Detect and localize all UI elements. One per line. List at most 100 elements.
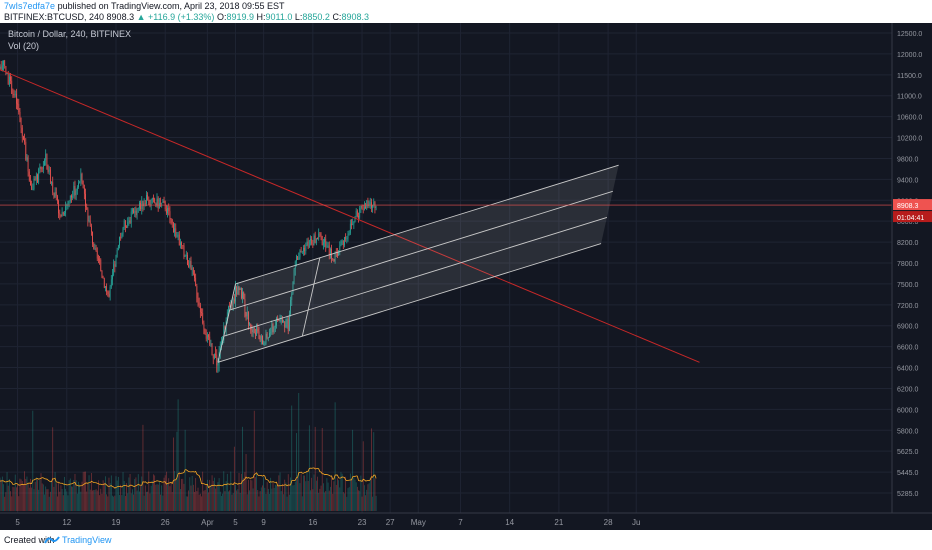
volume-bar — [164, 475, 166, 511]
price-tick-label: 6400.0 — [897, 366, 919, 373]
volume-bar — [74, 473, 76, 511]
author-link[interactable]: 7wIs7edfa7e — [4, 1, 56, 11]
volume-bar — [101, 493, 103, 511]
candle-body — [250, 323, 252, 331]
volume-bar — [327, 482, 329, 511]
candle-body — [181, 242, 182, 246]
volume-bar — [155, 484, 157, 511]
volume-bar — [52, 427, 54, 511]
candle-body — [27, 157, 29, 172]
candle-body — [317, 238, 318, 240]
candle-body — [243, 292, 245, 300]
candle-body — [83, 188, 85, 194]
candle-body — [298, 257, 300, 260]
price-tick-label: 9800.0 — [897, 156, 919, 163]
candle-body — [168, 207, 170, 212]
volume-bar — [289, 494, 290, 511]
volume-bar — [335, 484, 337, 511]
candle-body — [35, 174, 37, 180]
volume-bar — [256, 474, 257, 511]
tradingview-logo-icon[interactable] — [44, 534, 60, 548]
high-label: H: — [256, 12, 266, 22]
candle-body — [79, 182, 81, 184]
volume-bar — [284, 479, 286, 511]
volume-bar — [285, 482, 287, 511]
volume-bar — [158, 481, 160, 511]
candle-body — [61, 212, 63, 217]
candle-body — [146, 195, 147, 204]
price-chart[interactable]: 12500.0 12000.0 11500.0 11000.0 10600.0 10200… — [0, 23, 932, 530]
volume-bar — [124, 495, 126, 511]
candle-body — [80, 173, 82, 183]
volume-bar — [294, 481, 296, 511]
candle-body — [242, 292, 243, 298]
volume-bar — [30, 478, 31, 511]
candle-body — [52, 182, 54, 193]
candle-body — [265, 333, 267, 344]
candle-body — [280, 319, 282, 321]
candle-body — [237, 286, 239, 295]
candle-body — [257, 328, 259, 332]
volume-bar — [178, 471, 180, 511]
volume-bar — [312, 489, 314, 511]
channel-line — [223, 217, 608, 337]
candle-body — [106, 286, 108, 292]
volume-bar — [71, 486, 72, 511]
candle-body — [325, 238, 327, 247]
candle-body — [318, 233, 320, 240]
candle-body — [42, 165, 44, 170]
volume-bar — [211, 475, 213, 511]
volume-bar — [204, 489, 206, 511]
candle-body — [212, 355, 214, 359]
volume-bar — [369, 478, 371, 511]
volume-bar — [332, 493, 334, 511]
candle-body — [276, 318, 277, 326]
price-tick-label: 11500.0 — [897, 73, 922, 80]
time-tick-label: 5 — [233, 518, 238, 527]
volume-bar — [226, 473, 228, 511]
volume-bar — [354, 479, 356, 511]
volume-bar — [110, 475, 112, 511]
volume-bar — [351, 479, 352, 511]
symbol-label: BITFINEX:BTCUSD, 240 — [4, 12, 105, 22]
volume-bar — [352, 429, 354, 511]
candle-body — [189, 260, 191, 268]
price-axis[interactable]: 12500.0 12000.0 11500.0 11000.0 10600.0 10200… — [891, 23, 932, 513]
candle-body — [176, 236, 178, 237]
volume-bar — [147, 491, 149, 511]
volume-bar — [185, 496, 187, 511]
candle-body — [129, 220, 131, 223]
volume-bar — [177, 399, 179, 511]
candle-body — [120, 237, 122, 239]
candle-body — [34, 178, 36, 180]
candle-body — [205, 333, 207, 339]
volume-bar — [137, 474, 139, 511]
price-tick-label: 6000.0 — [897, 407, 919, 414]
publication-header: 7wIs7edfa7e published on TradingView.com… — [0, 0, 932, 23]
chart-panel[interactable]: 12500.0 12000.0 11500.0 11000.0 10600.0 10200… — [0, 23, 932, 530]
time-tick-label: May — [411, 518, 426, 527]
volume-bar — [37, 479, 38, 511]
volume-bar — [297, 477, 298, 511]
volume-bar — [116, 480, 118, 511]
candle-body — [272, 323, 274, 333]
volume-bar — [79, 484, 81, 511]
time-tick-label: Apr — [201, 518, 214, 527]
candle-body — [54, 191, 56, 198]
candle-body — [355, 210, 357, 218]
candle-body — [274, 325, 276, 327]
volume-bar — [47, 489, 49, 511]
tradingview-link[interactable]: TradingView — [62, 535, 112, 545]
volume-bar — [86, 491, 88, 511]
candle-body — [262, 336, 263, 345]
candle-body — [88, 220, 90, 222]
price-tick-label: 6200.0 — [897, 386, 919, 393]
candle-body — [226, 312, 228, 321]
time-axis[interactable]: 5 12 19 26 Apr 5 9 16 23 27 May 7 14 21 28 Ju — [0, 512, 932, 527]
volume-bar — [33, 489, 35, 511]
volume-bar — [303, 475, 304, 511]
candle-body — [292, 281, 294, 294]
volume-bar — [239, 492, 241, 511]
price-tick-label: 10600.0 — [897, 115, 922, 122]
publication-line: 7wIs7edfa7e published on TradingView.com… — [4, 1, 285, 12]
